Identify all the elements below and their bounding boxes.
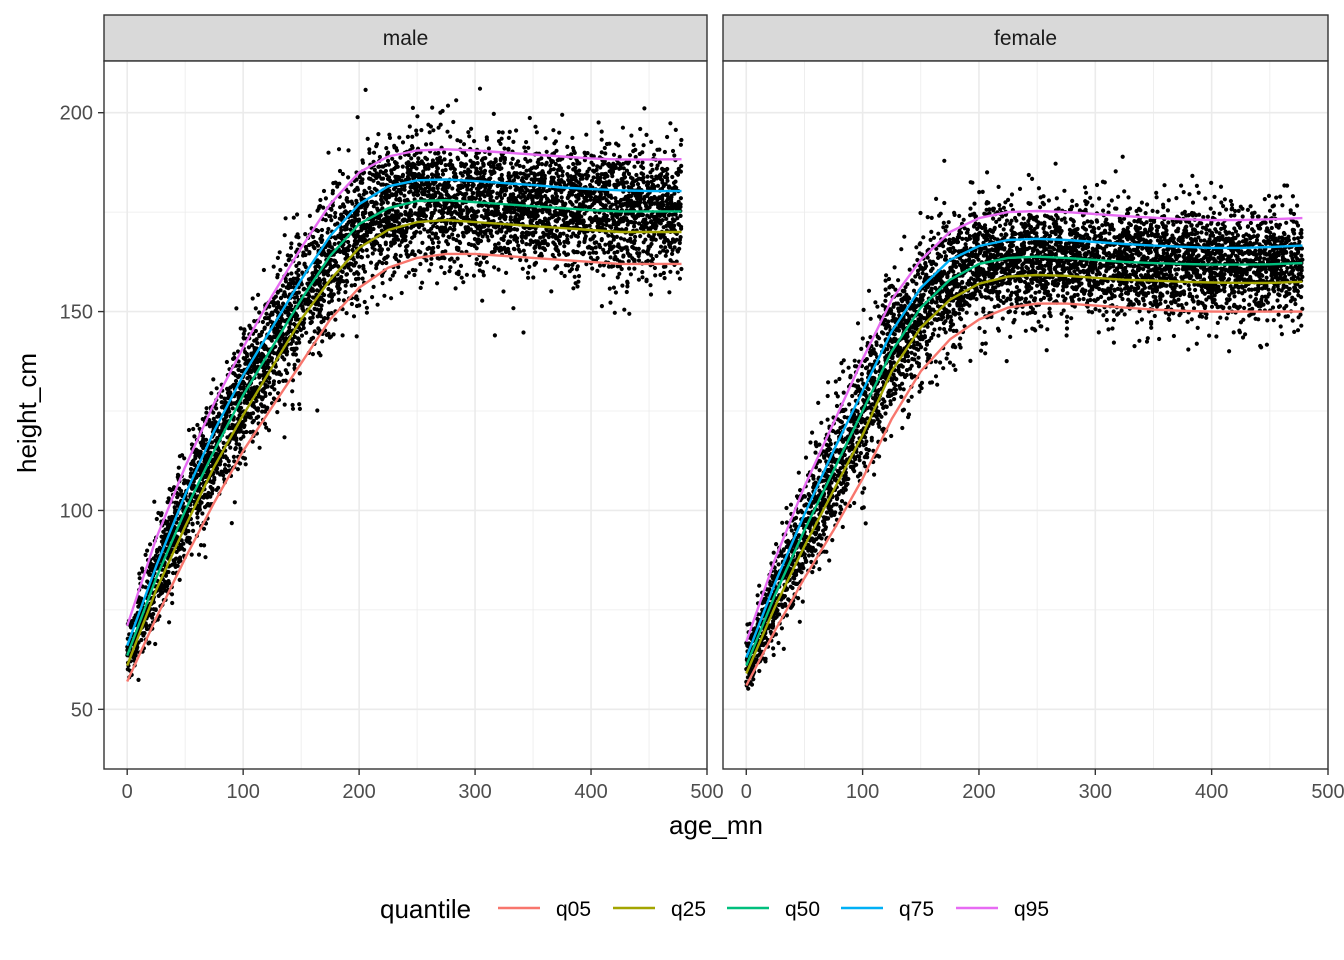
legend-entry-q75: q75 [841, 898, 934, 921]
series-line-q95 [126, 148, 682, 627]
series-line-q05 [745, 302, 1303, 687]
legend-entry-q05: q05 [498, 898, 591, 921]
y-axis-title: height_cm [12, 353, 42, 473]
legend-label: q50 [785, 898, 820, 921]
panels-layer: male 0 100 200 300 400 500 50 100 150 200 female 0 10… [60, 14, 1344, 803]
quantile-lines [745, 209, 1303, 687]
x-axis-title: age_mn [669, 810, 763, 840]
scatter-cloud [125, 86, 684, 683]
x-tick-label: 200 [342, 781, 375, 803]
x-tick-label: 400 [574, 781, 607, 803]
panel-male: male 0 100 200 300 400 500 50 100 150 200 [60, 14, 724, 803]
scatter-cloud [744, 154, 1305, 691]
scatter-points [744, 154, 1305, 691]
x-tick-label: 100 [226, 781, 259, 803]
scatter-points [125, 86, 684, 683]
legend-title: quantile [380, 894, 471, 924]
y-tick-label: 50 [71, 699, 93, 721]
panel-border [103, 60, 708, 770]
legend-entry-q25: q25 [613, 898, 706, 921]
series-line-q75 [745, 237, 1303, 659]
legend-label: q75 [899, 898, 934, 921]
series-line-q50 [126, 199, 682, 657]
y-tick-label: 150 [60, 302, 93, 324]
x-tick-label: 0 [122, 781, 133, 803]
legend: quantile q05 q25 q50 q75 q95 [380, 894, 1049, 924]
series-line-q25 [745, 273, 1303, 674]
legend-entry-q50: q50 [727, 898, 820, 921]
series-line-q50 [745, 255, 1303, 667]
x-tick-label: 500 [1311, 781, 1344, 803]
strip-background [722, 14, 1329, 62]
panel-border [722, 60, 1329, 770]
x-tick-label: 300 [1079, 781, 1112, 803]
strip-background [103, 14, 708, 62]
series-line-q25 [126, 218, 682, 667]
legend-label: q25 [671, 898, 706, 921]
x-tick-label: 300 [458, 781, 491, 803]
x-tick-label: 200 [962, 781, 995, 803]
x-tick-label: 100 [846, 781, 879, 803]
quantile-lines [126, 148, 682, 682]
strip-label: female [994, 27, 1057, 50]
strip-label: male [383, 27, 429, 50]
y-tick-label: 200 [60, 103, 93, 125]
legend-label: q95 [1014, 898, 1049, 921]
x-tick-label: 400 [1195, 781, 1228, 803]
series-line-q95 [745, 209, 1303, 643]
legend-label: q05 [556, 898, 591, 921]
y-tick-label: 100 [60, 500, 93, 522]
x-tick-label: 0 [741, 781, 752, 803]
panel-background [723, 61, 1328, 769]
series-line-q75 [126, 178, 682, 647]
series-line-q05 [126, 252, 682, 682]
x-tick-label: 500 [690, 781, 723, 803]
legend-entry-q95: q95 [956, 898, 1049, 921]
panel-female: female 0 100 200 300 400 500 [722, 14, 1344, 803]
legend-entries: q05 q25 q50 q75 q95 [498, 898, 1049, 921]
